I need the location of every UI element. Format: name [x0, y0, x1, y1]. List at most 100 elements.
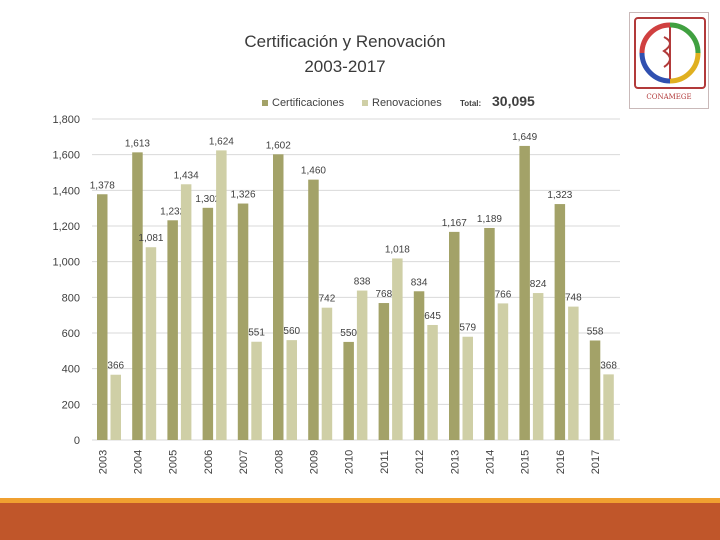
logo-emblem [634, 17, 706, 89]
y-tick-label: 1,800 [52, 114, 80, 126]
chart-title-line1: Certificación y Renovación [244, 32, 446, 51]
x-tick-label: 2008 [273, 450, 285, 474]
data-label: 579 [459, 323, 476, 334]
bar-renovaciones [462, 336, 473, 440]
bar-certificaciones [519, 145, 530, 440]
data-label: 1,326 [231, 190, 256, 201]
bar-certificaciones [449, 231, 460, 440]
x-tick-label: 2009 [308, 450, 320, 474]
data-label: 368 [600, 360, 617, 371]
data-label: 1,460 [301, 166, 326, 177]
logo-text: CONAMEGE [646, 93, 692, 101]
data-label: 560 [283, 326, 300, 337]
x-tick-label: 2014 [484, 450, 496, 474]
y-tick-label: 400 [62, 364, 80, 376]
bar-chart: 0 200 400 600 800 1,000 1,200 1,400 1,600 1,800 1,… [52, 114, 620, 474]
bar-renovaciones [321, 307, 333, 440]
footer-accent-line [0, 498, 720, 503]
y-tick-label: 1,200 [52, 221, 80, 233]
x-tick-label: 2003 [97, 450, 109, 474]
legend-swatch-certificaciones [262, 100, 268, 107]
data-label: 1,624 [209, 136, 234, 147]
data-label: 645 [424, 311, 441, 322]
legend-label-certificaciones: Certificaciones [272, 97, 345, 109]
bar-renovaciones [603, 374, 614, 440]
x-tick-label: 2006 [203, 450, 215, 474]
x-tick-label: 2016 [555, 450, 567, 474]
y-tick-label: 600 [62, 328, 80, 340]
bar-renovaciones [427, 324, 438, 440]
chart-title-line2: 2003-2017 [304, 57, 386, 76]
bar-renovaciones [216, 150, 227, 441]
footer-bar [0, 503, 720, 540]
bar-renovaciones [145, 247, 157, 440]
bar-renovaciones [532, 293, 544, 440]
bar-certificaciones [554, 204, 566, 440]
data-label: 766 [495, 289, 512, 300]
bar-renovaciones [110, 374, 121, 440]
conamege-logo: CONAMEGE [629, 12, 709, 109]
total-label: Total: [460, 99, 482, 108]
bar-certificaciones [132, 152, 143, 440]
bar-certificaciones [343, 341, 354, 440]
x-tick-label: 2010 [344, 450, 356, 474]
y-tick-label: 800 [62, 292, 80, 304]
x-tick-label: 2013 [449, 450, 461, 474]
data-label: 1,613 [125, 138, 150, 149]
data-label: 1,323 [547, 190, 572, 201]
legend-label-renovaciones: Renovaciones [372, 97, 442, 109]
bar-certificaciones [589, 340, 601, 440]
data-label: 1,602 [266, 140, 291, 151]
bar-renovaciones [286, 340, 297, 440]
bar-certificaciones [413, 291, 425, 440]
data-label: 1,189 [477, 214, 502, 225]
data-label: 558 [587, 326, 604, 337]
legend-swatch-renovaciones [362, 100, 368, 107]
y-tick-label: 1,600 [52, 150, 80, 162]
bar-certificaciones [97, 194, 108, 440]
bar-renovaciones [392, 258, 403, 440]
x-tick-label: 2011 [379, 450, 391, 474]
y-tick-label: 1,400 [52, 185, 80, 197]
data-label: 1,232 [160, 206, 185, 217]
data-label: 1,649 [512, 132, 537, 143]
data-label: 1,378 [90, 180, 115, 191]
y-tick-label: 0 [74, 435, 80, 447]
bar-certificaciones [308, 179, 319, 440]
bar-renovaciones [568, 306, 579, 440]
data-label: 838 [354, 277, 371, 288]
data-label: 1,167 [442, 218, 467, 229]
bar-renovaciones [356, 290, 368, 440]
data-label: 834 [411, 277, 428, 288]
data-label: 1,434 [174, 170, 199, 181]
bar-renovaciones [497, 303, 509, 440]
bar-certificaciones [484, 227, 495, 440]
bar-certificaciones [167, 220, 178, 440]
x-tick-label: 2004 [132, 450, 144, 474]
data-label: 742 [319, 294, 336, 305]
legend-renovaciones: Renovaciones [362, 97, 442, 109]
x-tick-label: 2017 [590, 450, 602, 474]
bar-certificaciones [237, 203, 249, 440]
y-tick-label: 1,000 [52, 257, 80, 269]
data-label: 824 [530, 279, 547, 290]
data-label: 551 [248, 328, 265, 339]
bar-renovaciones [180, 184, 192, 440]
data-label: 748 [565, 293, 582, 304]
y-tick-label: 200 [62, 399, 80, 411]
bar-certificaciones [378, 303, 390, 440]
legend-certificaciones: Certificaciones [262, 97, 344, 109]
x-tick-label: 2015 [520, 450, 532, 474]
data-label: 768 [376, 289, 393, 300]
data-label: 550 [340, 328, 357, 339]
data-label: 366 [107, 361, 124, 372]
data-label: 1,018 [385, 244, 410, 255]
data-label: 1,302 [195, 194, 220, 205]
x-tick-label: 2007 [238, 450, 250, 474]
bar-certificaciones [273, 154, 284, 440]
bar-certificaciones [202, 207, 214, 440]
data-label: 1,081 [138, 233, 163, 244]
x-tick-label: 2005 [168, 450, 180, 474]
x-tick-label: 2012 [414, 450, 426, 474]
bar-renovaciones [251, 341, 262, 440]
